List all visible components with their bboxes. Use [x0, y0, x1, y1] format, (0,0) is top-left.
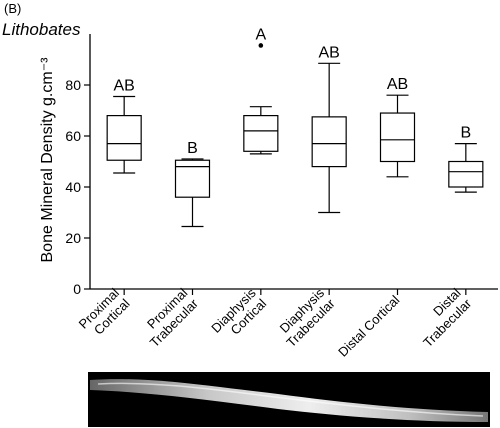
x-tick-label: DistalTrabecular [410, 285, 475, 350]
y-axis-label: Bone Mineral Density g.cm⁻³ [39, 57, 56, 263]
group-letter-label: B [460, 125, 471, 142]
bone-image [88, 372, 490, 427]
iqr-box [379, 112, 416, 163]
y-tick-label: 40 [65, 179, 81, 195]
x-tick-label: ProximalTrabecular [136, 285, 201, 350]
x-tick-label-line: Distal Cortical [335, 292, 402, 359]
chart-boxes: AB B A AB AB B [106, 26, 484, 228]
iqr-box [243, 114, 279, 152]
y-tick-label: 60 [65, 128, 81, 144]
x-tick-label: DiaphysisTrabecular [273, 285, 338, 350]
box-series-2: B [174, 140, 211, 228]
group-letter-label: B [187, 140, 198, 157]
iqr-box [174, 159, 211, 198]
genus-label: Lithobates [2, 20, 81, 39]
iqr-box [106, 114, 142, 161]
outlier-point [258, 43, 264, 48]
bone-shape [90, 379, 488, 422]
box-series-4: AB [311, 44, 347, 214]
group-letter-label: AB [387, 76, 408, 93]
y-tick-label: 20 [65, 230, 81, 246]
box-plot-chart: 0 20 40 60 80 AB B A AB AB B ProximalCortical Prox… [39, 26, 498, 360]
group-letter-label: AB [113, 77, 134, 94]
group-letter-label: AB [318, 44, 339, 61]
box-series-3: A [243, 26, 279, 155]
chart-axes: 0 20 40 60 80 [65, 34, 498, 297]
x-tick-label: Distal Cortical [335, 292, 402, 359]
iqr-box [311, 116, 347, 168]
box-series-5: AB [379, 76, 416, 178]
bone-shaft-highlight [97, 382, 484, 417]
x-tick-labels: ProximalCortical ProximalTrabecular Diaphy… [76, 285, 475, 360]
group-letter-label: A [255, 26, 266, 43]
iqr-box [448, 160, 484, 188]
y-tick-label: 80 [65, 77, 81, 93]
box-series-1: AB [106, 77, 142, 174]
panel-label: (B) [4, 1, 22, 16]
y-tick-label: 0 [73, 281, 81, 297]
box-series-6: B [448, 125, 484, 193]
